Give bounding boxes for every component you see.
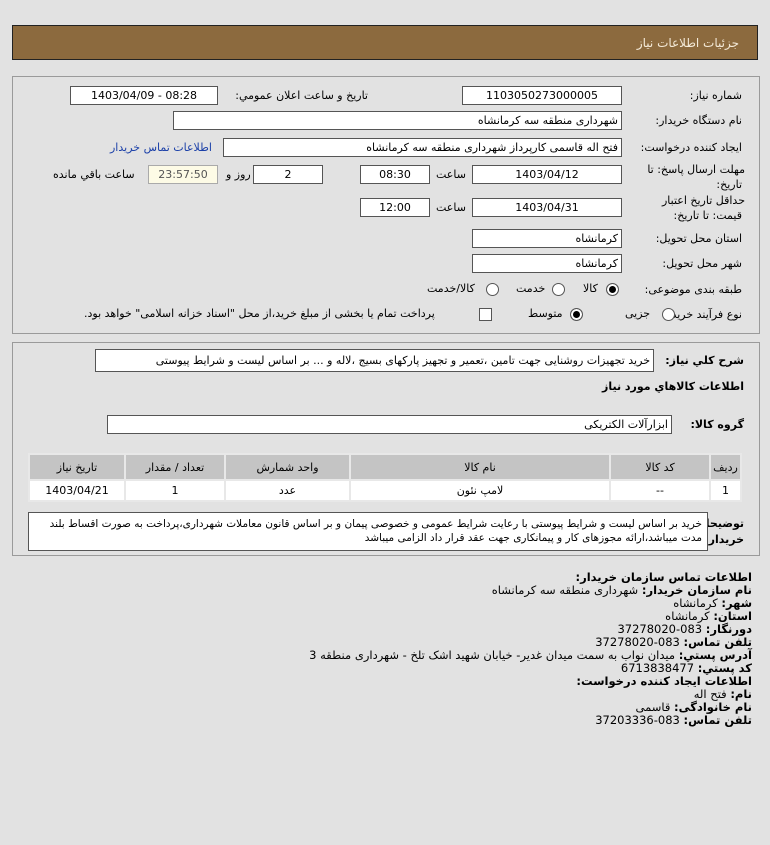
category-option-goods: کالا: [583, 282, 598, 295]
fax-label: دورنگار:: [705, 622, 752, 636]
category-radio-goods[interactable]: [606, 283, 619, 296]
notes-label-2: خریدار:: [704, 533, 744, 546]
page-title: جزئیات اطلاعات نیاز: [636, 36, 739, 50]
remaining-label: ساعت باقي مانده: [53, 168, 135, 181]
city-field[interactable]: کرمانشاه: [472, 254, 622, 273]
summary-label: شرح کلي نیاز:: [665, 354, 744, 367]
name-value: فتح اله: [693, 687, 727, 701]
deadline-label-2: تاریخ:: [716, 178, 742, 191]
city-value: کرمانشاه: [673, 596, 718, 610]
need-number-label: شماره نیاز:: [689, 89, 742, 102]
validity-time-label: ساعت: [436, 201, 466, 214]
creator-phone-value: 083-37203336: [595, 713, 680, 727]
col-row-number: ردیف: [709, 453, 742, 481]
validity-label: حداقل تاریخ اعتبار: [661, 194, 745, 207]
province-field[interactable]: کرمانشاه: [472, 229, 622, 248]
name-label: نام:: [730, 687, 752, 701]
postal-label: کد پستي:: [697, 661, 752, 675]
category-option-both: کالا/خدمت: [427, 282, 475, 295]
col-quantity: تعداد / مقدار: [124, 453, 226, 481]
cell-quantity: 1: [124, 479, 226, 502]
validity-label-2: قیمت: تا تاریخ:: [673, 209, 742, 222]
category-radio-both[interactable]: [486, 283, 499, 296]
process-option-minor: جزیی: [625, 307, 651, 320]
group-field[interactable]: ابزارآلات الکتریکی: [107, 415, 672, 434]
table-header-row: ردیف کد کالا نام کالا واحد شمارش تعداد /…: [28, 453, 742, 481]
creator-heading: اطلاعات ایجاد کننده درخواست:: [576, 674, 752, 688]
summary-field[interactable]: خرید تجهیزات روشنایی جهت تامین ،تعمیر و …: [95, 349, 654, 372]
process-label: نوع فرآیند خرید :: [664, 308, 742, 321]
contact-heading: اطلاعات تماس سازمان خریدار:: [575, 570, 752, 584]
buyer-org-field[interactable]: شهرداری منطقه سه کرمانشاه: [173, 111, 622, 130]
postal-value: 6713838477: [620, 661, 695, 675]
buyer-contact-link[interactable]: اطلاعات تماس خریدار: [110, 141, 212, 154]
cell-unit: عدد: [224, 479, 351, 502]
col-goods-code: کد کالا: [609, 453, 711, 481]
org-label: نام سازمان خریدار:: [641, 583, 752, 597]
fax-value: 083-37278020: [617, 622, 703, 636]
remaining-time-field: 23:57:50: [148, 165, 218, 184]
phone-value: 083-37278020: [595, 635, 680, 649]
table-row: 1 -- لامپ نئون عدد 1 1403/04/21: [28, 479, 742, 502]
contact-section: اطلاعات تماس سازمان خریدار: نام سازمان خ…: [12, 571, 752, 727]
days-label: روز و: [226, 168, 251, 181]
cell-goods-code: --: [609, 479, 711, 502]
goods-heading: اطلاعات کالاهاي مورد نیاز: [602, 380, 744, 393]
cell-row-number: 1: [709, 479, 742, 502]
treasury-checkbox[interactable]: [479, 308, 492, 321]
buyer-org-label: نام دستگاه خریدار:: [655, 114, 742, 127]
city-label: شهر محل تحویل:: [662, 257, 742, 270]
need-number-field[interactable]: 1103050273000005: [462, 86, 622, 105]
validity-time-field[interactable]: 12:00: [360, 198, 430, 217]
category-option-service: خدمت: [516, 282, 546, 295]
col-unit: واحد شمارش: [224, 453, 351, 481]
deadline-label: مهلت ارسال پاسخ: تا: [647, 163, 745, 176]
province-label: استان:: [713, 609, 752, 623]
cell-goods-name: لامپ نئون: [349, 479, 611, 502]
creator-field[interactable]: فتح اله قاسمی کارپرداز شهرداری منطقه سه …: [223, 138, 622, 157]
announce-field[interactable]: 1403/04/09 - 08:28: [70, 86, 218, 105]
address-value: میدان نواب به سمت میدان غدیر- خیابان شهی…: [309, 648, 676, 662]
treasury-text: پرداخت تمام یا بخشی از مبلغ خرید،از محل …: [84, 307, 435, 320]
buyer-notes-field[interactable]: خرید بر اساس لیست و شرایط پیوستی با رعای…: [28, 512, 708, 551]
city-label: شهر:: [721, 596, 752, 610]
org-value: شهرداری منطقه سه کرمانشاه: [491, 583, 639, 597]
goods-table: ردیف کد کالا نام کالا واحد شمارش تعداد /…: [28, 453, 742, 502]
phone-label: تلفن تماس:: [683, 635, 752, 649]
col-goods-name: نام کالا: [349, 453, 611, 481]
address-label: آدرس پستي:: [678, 648, 752, 662]
family-value: قاسمی: [635, 700, 671, 714]
process-option-medium: متوسط: [528, 307, 563, 320]
col-need-date: تاریخ نیاز: [28, 453, 126, 481]
page-header: جزئیات اطلاعات نیاز: [12, 25, 758, 60]
province-value: کرمانشاه: [665, 609, 710, 623]
deadline-date-field[interactable]: 1403/04/12: [472, 165, 622, 184]
group-label: گروه کالا:: [690, 418, 744, 431]
creator-phone-label: تلفن تماس:: [683, 713, 752, 727]
validity-date-field[interactable]: 1403/04/31: [472, 198, 622, 217]
creator-label: ایجاد کننده درخواست:: [640, 141, 742, 154]
cell-need-date: 1403/04/21: [28, 479, 126, 502]
process-radio-medium[interactable]: [570, 308, 583, 321]
announce-label: تاریخ و ساعت اعلان عمومي:: [235, 89, 368, 102]
process-radio-minor[interactable]: [662, 308, 675, 321]
category-radio-service[interactable]: [552, 283, 565, 296]
deadline-time-label: ساعت: [436, 168, 466, 181]
days-field[interactable]: 2: [253, 165, 323, 184]
deadline-time-field[interactable]: 08:30: [360, 165, 430, 184]
category-label: طبقه بندی موضوعی:: [644, 283, 742, 296]
province-label: استان محل تحویل:: [655, 232, 742, 245]
family-label: نام خانوادگی:: [674, 700, 752, 714]
